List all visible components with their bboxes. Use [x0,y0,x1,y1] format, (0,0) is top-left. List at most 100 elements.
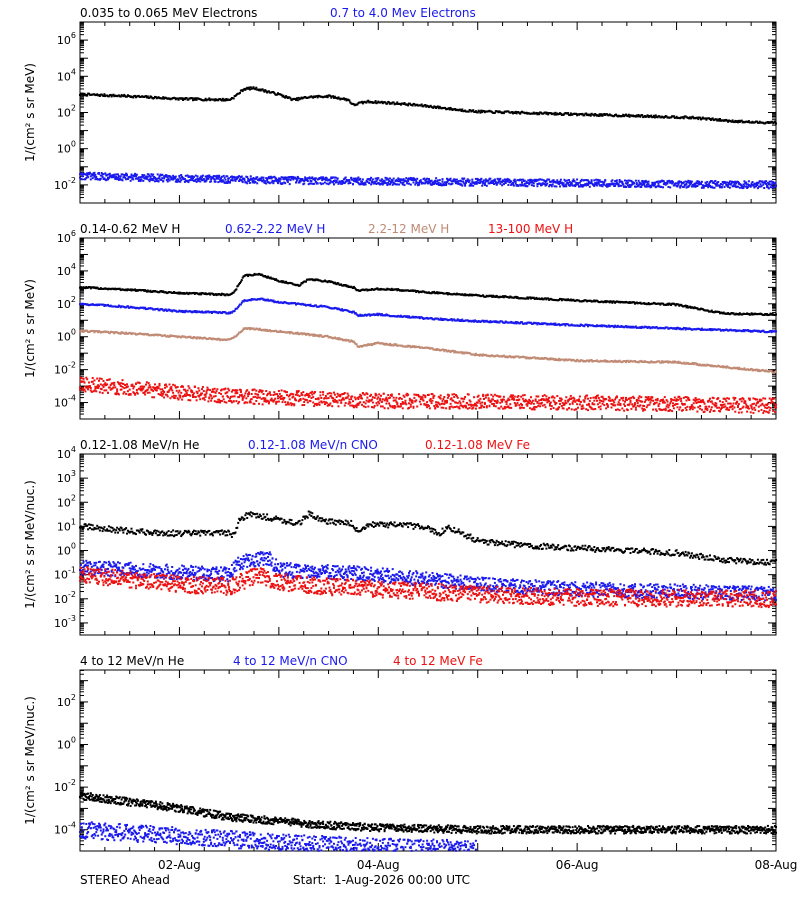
data-point [601,114,604,117]
data-point [390,181,393,184]
data-point [747,186,749,189]
data-point [387,178,390,181]
data-point [207,98,210,101]
data-point [392,177,395,180]
data-point [265,177,268,180]
data-point [172,174,175,177]
data-point [618,179,621,181]
data-point [373,101,376,104]
data-point [121,179,124,182]
data-point [579,184,582,186]
data-point [695,181,698,184]
data-point [507,184,510,186]
data-point [357,181,360,184]
data-point [622,183,625,186]
data-point [262,89,265,92]
data-point [261,180,264,183]
data-point [613,115,616,118]
data-point [430,179,433,182]
data-point [672,115,675,118]
data-point [86,94,89,97]
data-point [552,112,555,115]
data-point [152,179,155,182]
data-point [399,180,401,183]
data-point [470,184,473,187]
data-point [364,183,367,186]
data-point [243,179,246,182]
data-point [177,180,180,183]
data-point [86,172,89,175]
data-point [670,116,673,119]
data-point [657,182,660,185]
data-point [630,179,633,182]
data-point [134,94,137,97]
data-point [266,179,269,182]
data-point [699,116,702,119]
data-point [575,112,578,115]
data-point [728,180,731,183]
data-point [570,181,573,184]
data-point [441,180,444,183]
data-point [698,180,701,183]
data-point [222,174,225,177]
data-point [310,180,313,183]
data-point [197,179,200,182]
data-point [398,178,401,181]
data-point [192,176,195,178]
data-point [333,183,335,186]
data-point [603,183,606,186]
data-point [728,183,730,186]
data-point [692,185,695,188]
data-point [106,173,109,176]
data-point [89,175,92,178]
data-point [635,182,638,185]
y-axis-label: 1/(cm² s sr MeV) [23,63,37,162]
data-point [588,185,591,188]
data-point [599,114,602,117]
data-point [95,176,98,178]
data-point [760,185,763,188]
data-point [107,177,110,180]
data-point [452,180,455,182]
data-point [688,117,691,120]
data-point [429,104,432,107]
data-point [240,175,243,178]
data-point [772,181,775,184]
data-point [660,185,663,188]
data-point [94,173,97,176]
data-point [309,177,312,180]
data-point [501,181,504,184]
data-point [689,180,692,183]
data-point [583,179,586,182]
data-point [684,304,687,307]
data-point [183,180,186,183]
data-point [246,176,249,178]
data-point [414,183,417,186]
data-point [165,179,168,181]
data-point [335,180,338,183]
data-point [343,182,346,185]
data-point [316,96,319,99]
data-point [553,113,556,116]
data-point [749,185,752,188]
data-point [572,178,575,181]
data-point [261,88,264,91]
data-point [341,182,344,185]
data-point [130,174,133,177]
data-point [688,181,691,184]
data-point [759,180,762,183]
data-point [593,114,596,117]
data-point [468,179,471,182]
data-point [385,178,388,181]
data-point [148,96,151,99]
data-point [696,116,699,119]
data-point [399,103,402,106]
data-point [634,185,637,188]
y-tick-label: 100 [57,140,76,156]
data-point [640,182,643,185]
data-point [398,183,401,186]
data-point [272,182,275,185]
data-point [247,177,250,180]
data-point [190,177,193,180]
